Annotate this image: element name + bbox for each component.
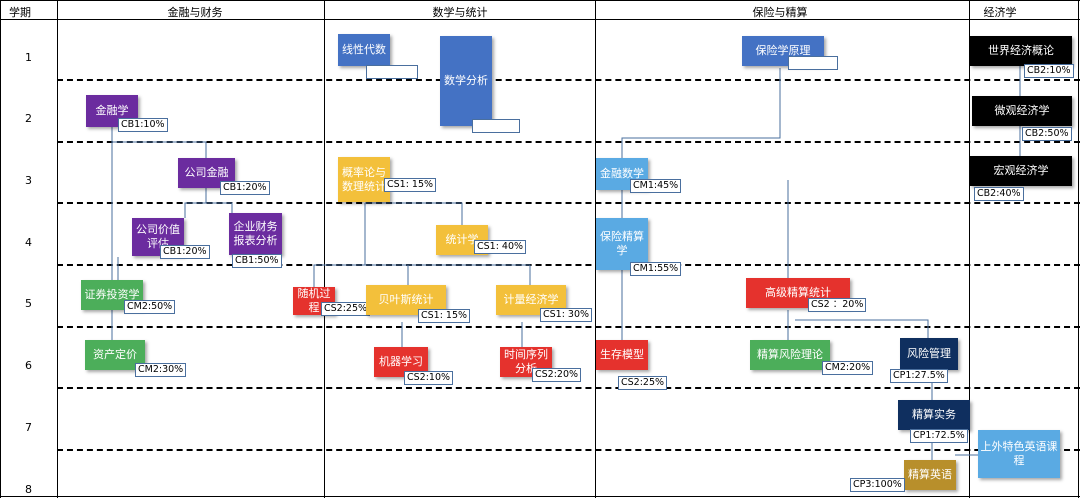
- course-zichandingjia[interactable]: 资产定价: [85, 340, 145, 370]
- course-zhengquan[interactable]: 证券投资学: [81, 280, 143, 310]
- course-shijiejingji[interactable]: 世界经济概论: [970, 36, 1072, 66]
- course-xianxingdaishu[interactable]: 线性代数: [338, 34, 390, 66]
- course-jinrongshuxue[interactable]: 金融数学: [596, 158, 648, 190]
- header-math: 数学与统计: [432, 6, 488, 19]
- header-insurance: 保险与精算: [752, 6, 808, 19]
- course-fengxianguanli[interactable]: 风险管理: [900, 338, 958, 370]
- blank-tag: [788, 56, 838, 70]
- semester-number: 2: [25, 112, 32, 125]
- weight-tag: CB1:10%: [118, 118, 168, 132]
- weight-tag: CS1: 40%: [474, 240, 527, 254]
- course-gaojijingsuan[interactable]: 高级精算统计: [746, 278, 850, 308]
- course-shengcunmoxing[interactable]: 生存模型: [596, 340, 648, 370]
- header-semester: 学期: [9, 6, 31, 19]
- course-qiyecaiwu[interactable]: 企业财务报表分析: [229, 213, 282, 255]
- course-weiguan[interactable]: 微观经济学: [972, 96, 1072, 126]
- weight-tag: CP1:27.5%: [890, 369, 948, 383]
- semester-separator: [57, 141, 1080, 143]
- link-line: [206, 202, 233, 213]
- col-divider-finance: [324, 0, 325, 498]
- semester-number: 1: [25, 51, 32, 64]
- weight-tag: CM2:20%: [822, 361, 874, 375]
- weight-tag: CS1: 15%: [384, 178, 437, 192]
- course-jingsuanyingyu[interactable]: 精算英语: [904, 460, 956, 490]
- right-border: [1078, 0, 1079, 498]
- weight-tag: CS2:20%: [532, 368, 582, 382]
- semester-number: 3: [25, 174, 32, 187]
- weight-tag: CS2 ：20%: [808, 298, 867, 312]
- weight-tag: CB1:50%: [232, 254, 282, 268]
- weight-tag: CB1:20%: [220, 181, 270, 195]
- weight-tag: CB2:10%: [1024, 64, 1074, 78]
- weight-tag: CS2:10%: [404, 371, 454, 385]
- blank-tag: [472, 119, 520, 133]
- semester-number: 8: [25, 483, 32, 496]
- weight-tag: CS1: 30%: [540, 308, 593, 322]
- weight-tag: CM2:30%: [135, 363, 187, 377]
- weight-tag: CM1:55%: [630, 262, 682, 276]
- course-jingsuanshiwu[interactable]: 精算实务: [898, 400, 970, 430]
- course-jiliang[interactable]: 计量经济学: [496, 285, 566, 315]
- semester-separator: [57, 202, 1080, 204]
- col-divider-math: [595, 0, 596, 498]
- top-border: [0, 0, 1080, 1]
- weight-tag: CB2:50%: [1022, 127, 1072, 141]
- course-jingsuanfengxian[interactable]: 精算风险理论: [750, 340, 830, 370]
- link-line: [795, 319, 929, 338]
- weight-tag: CB2:40%: [974, 187, 1024, 201]
- weight-tag: CP3:100%: [850, 478, 905, 492]
- semester-separator: [57, 79, 1080, 81]
- semester-separator: [57, 326, 1080, 328]
- weight-tag: CP1:72.5%: [910, 429, 968, 443]
- semester-separator: [57, 449, 1080, 451]
- col-divider-semester: [57, 0, 58, 498]
- header-finance: 金融与财务: [167, 6, 223, 19]
- course-shangwai[interactable]: 上外特色英语课程: [978, 430, 1060, 478]
- link-line: [621, 68, 781, 158]
- course-hongguan[interactable]: 宏观经济学: [970, 156, 1072, 186]
- bottom-border: [0, 496, 1080, 497]
- course-gailvlun[interactable]: 概率论与数理统计: [338, 157, 390, 202]
- weight-tag: CS1: 15%: [418, 309, 471, 323]
- semester-number: 5: [25, 297, 32, 310]
- course-baoxianjingsuan[interactable]: 保险精算学: [596, 218, 648, 270]
- semester-separator: [57, 387, 1080, 389]
- weight-tag: CS2:25%: [618, 376, 668, 390]
- link-line: [112, 141, 207, 158]
- header-underline: [0, 19, 1080, 20]
- weight-tag: CM2:50%: [124, 300, 176, 314]
- link-line: [313, 203, 366, 287]
- course-suijiguocheng[interactable]: 随机过程: [293, 287, 335, 315]
- link-line: [365, 264, 531, 285]
- course-baoxianxue[interactable]: 保险学原理: [742, 36, 824, 66]
- col-divider-insurance: [969, 0, 970, 498]
- weight-tag: CB1:20%: [160, 245, 210, 259]
- course-shuxuefenxi[interactable]: 数学分析: [440, 36, 492, 126]
- weight-tag: CS2:25%: [321, 302, 371, 316]
- semester-number: 6: [25, 359, 32, 372]
- semester-number: 4: [25, 236, 32, 249]
- header-economics: 经济学: [983, 6, 1017, 19]
- left-border: [0, 0, 1, 498]
- link-line: [365, 202, 463, 225]
- link-line: [184, 188, 207, 218]
- semester-number: 7: [25, 421, 32, 434]
- weight-tag: CM1:45%: [630, 179, 682, 193]
- semester-separator: [57, 264, 1080, 266]
- blank-tag: [366, 65, 418, 79]
